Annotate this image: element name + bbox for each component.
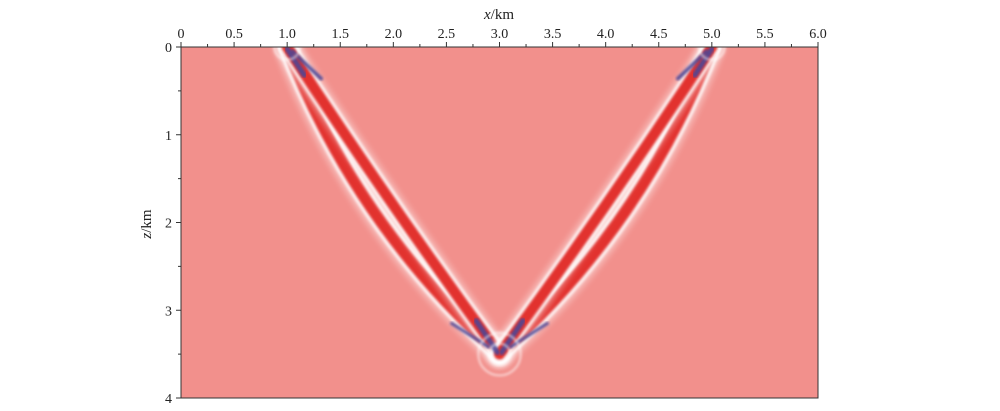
- x-axis-label-var: x: [483, 7, 491, 23]
- focus-ripple-outer: [477, 331, 522, 377]
- x-tick-label: 2.5: [438, 27, 456, 42]
- x-tick-label: 0: [178, 27, 185, 42]
- x-tick-label: 4.0: [597, 27, 615, 42]
- wavefront-main-lobe: [281, 47, 505, 360]
- focus-negative-lobe-outer-right: [508, 321, 549, 349]
- y-axis-label: z/km: [139, 209, 155, 240]
- x-axis-label: x/km: [483, 7, 514, 23]
- x-tick-label: 4.5: [650, 27, 668, 42]
- wavefront-right-wavefront-inner: [487, 47, 724, 367]
- y-tick-label: 3: [165, 304, 172, 319]
- x-axis-label-unit: /km: [491, 7, 515, 23]
- x-tick-label: 6.0: [809, 27, 827, 42]
- y-tick-label: 1: [165, 129, 172, 144]
- x-tick-label: 3.0: [491, 27, 509, 42]
- y-tick-label: 0: [165, 41, 172, 56]
- y-axis-label-var: z: [139, 233, 155, 240]
- x-tick-label: 5.0: [703, 27, 721, 42]
- source-left-negative-lobe: [284, 47, 307, 78]
- wavefront-main-lobe: [494, 47, 718, 360]
- x-tick-label: 0.5: [225, 27, 243, 42]
- focus-ripple-inner: [487, 342, 512, 366]
- y-axis-label-unit: /km: [139, 209, 155, 233]
- x-tick-label: 3.5: [544, 27, 562, 42]
- y-tick-label: 2: [165, 217, 172, 232]
- x-axis-ticks: 0 0.5 1.0 1.5 2.0 2.5 3.0 3.5 4.0 4.5 5.0 5.5 6.0: [178, 27, 827, 47]
- x-tick-label: 2.0: [385, 27, 403, 42]
- y-tick-label: 4: [165, 392, 172, 407]
- y-axis-ticks: 0 1 2 3 4: [165, 41, 181, 407]
- wavefield-image: [273, 47, 726, 377]
- x-tick-label: 1.5: [332, 27, 350, 42]
- focus-negative-lobe-outer-left: [450, 321, 491, 349]
- source-right-negative-lobe: [692, 47, 715, 78]
- x-tick-label: 5.5: [756, 27, 774, 42]
- x-tick-label: 1.0: [278, 27, 296, 42]
- wavefront-left-wavefront-inner: [275, 47, 512, 367]
